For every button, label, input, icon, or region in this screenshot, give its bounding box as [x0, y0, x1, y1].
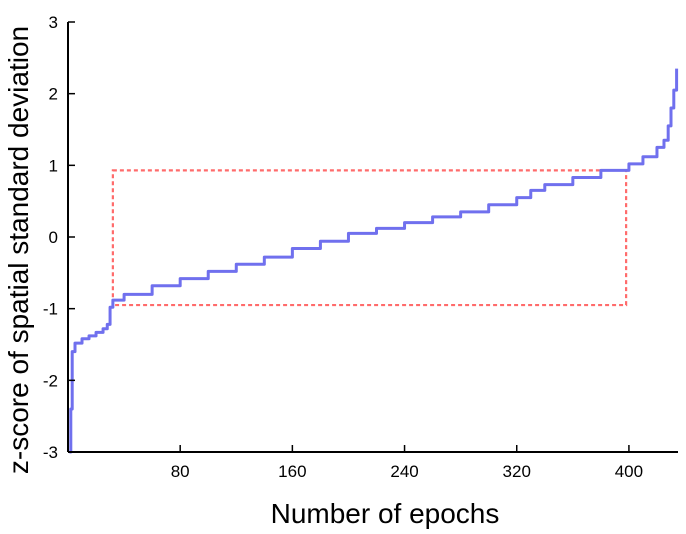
x-tick-label: 240 [390, 462, 418, 481]
y-tick-label: -3 [43, 443, 58, 462]
y-tick-label: -2 [43, 371, 58, 390]
y-axis-title: z-score of spatial standard deviation [3, 26, 34, 474]
x-tick-label: 80 [171, 462, 190, 481]
x-tick-label: 160 [278, 462, 306, 481]
x-axis-title: Number of epochs [271, 498, 500, 529]
y-tick-label: 0 [49, 228, 58, 247]
x-tick-label: 400 [615, 462, 643, 481]
series-line [69, 68, 679, 454]
y-tick-label: 1 [49, 156, 58, 175]
y-tick-label: 2 [49, 85, 58, 104]
dashed-box-annotation [111, 169, 628, 307]
y-tick-label: 3 [49, 13, 58, 32]
y-tick-label: -1 [43, 300, 58, 319]
axes: -3 -2 -1 0 1 2 3 80 160 240 320 400 [43, 13, 678, 481]
x-tick-label: 320 [503, 462, 531, 481]
plot-area [69, 68, 679, 454]
